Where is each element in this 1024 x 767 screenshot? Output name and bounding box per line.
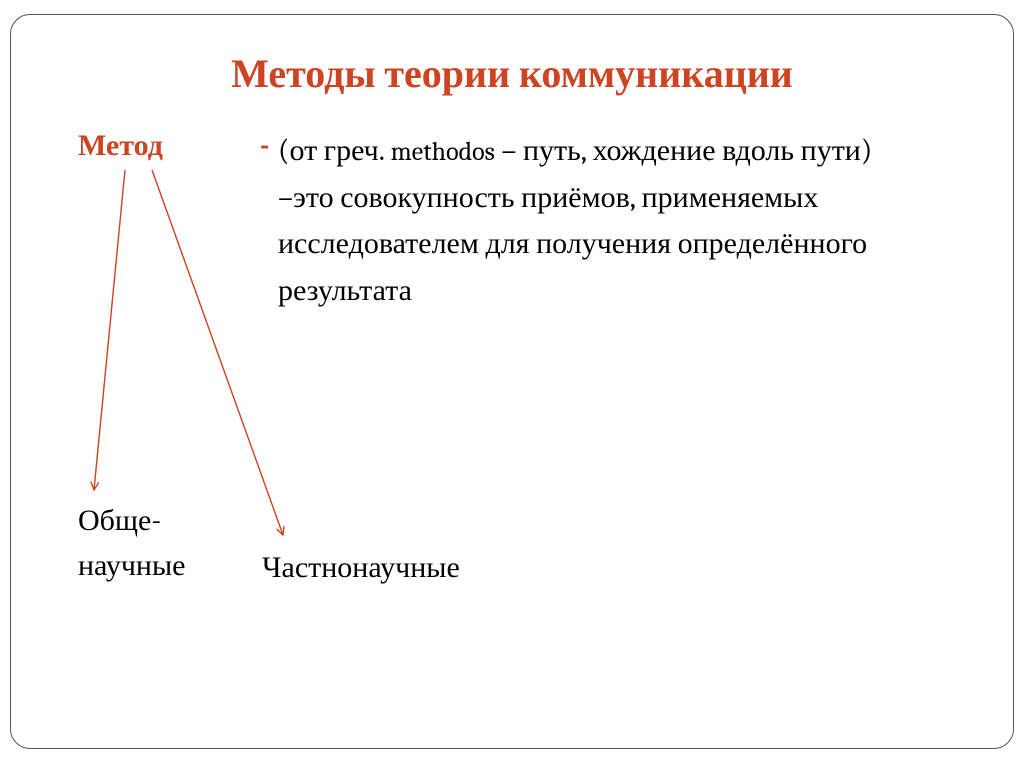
branch-right: Частнонаучные [262,545,460,590]
slide: Методы теории коммуникации Метод - (от г… [0,0,1024,767]
branch-left-line2: научные [78,543,185,588]
definition-text: (от греч. methodos – путь, хождение вдол… [278,128,878,314]
branch-left: Обще- научные [78,498,185,588]
term-dash: - [260,128,269,163]
term-label: Метод [78,128,163,163]
slide-border [10,14,1014,749]
branch-left-line1: Обще- [78,498,185,543]
slide-title: Методы теории коммуникации [0,50,1024,97]
